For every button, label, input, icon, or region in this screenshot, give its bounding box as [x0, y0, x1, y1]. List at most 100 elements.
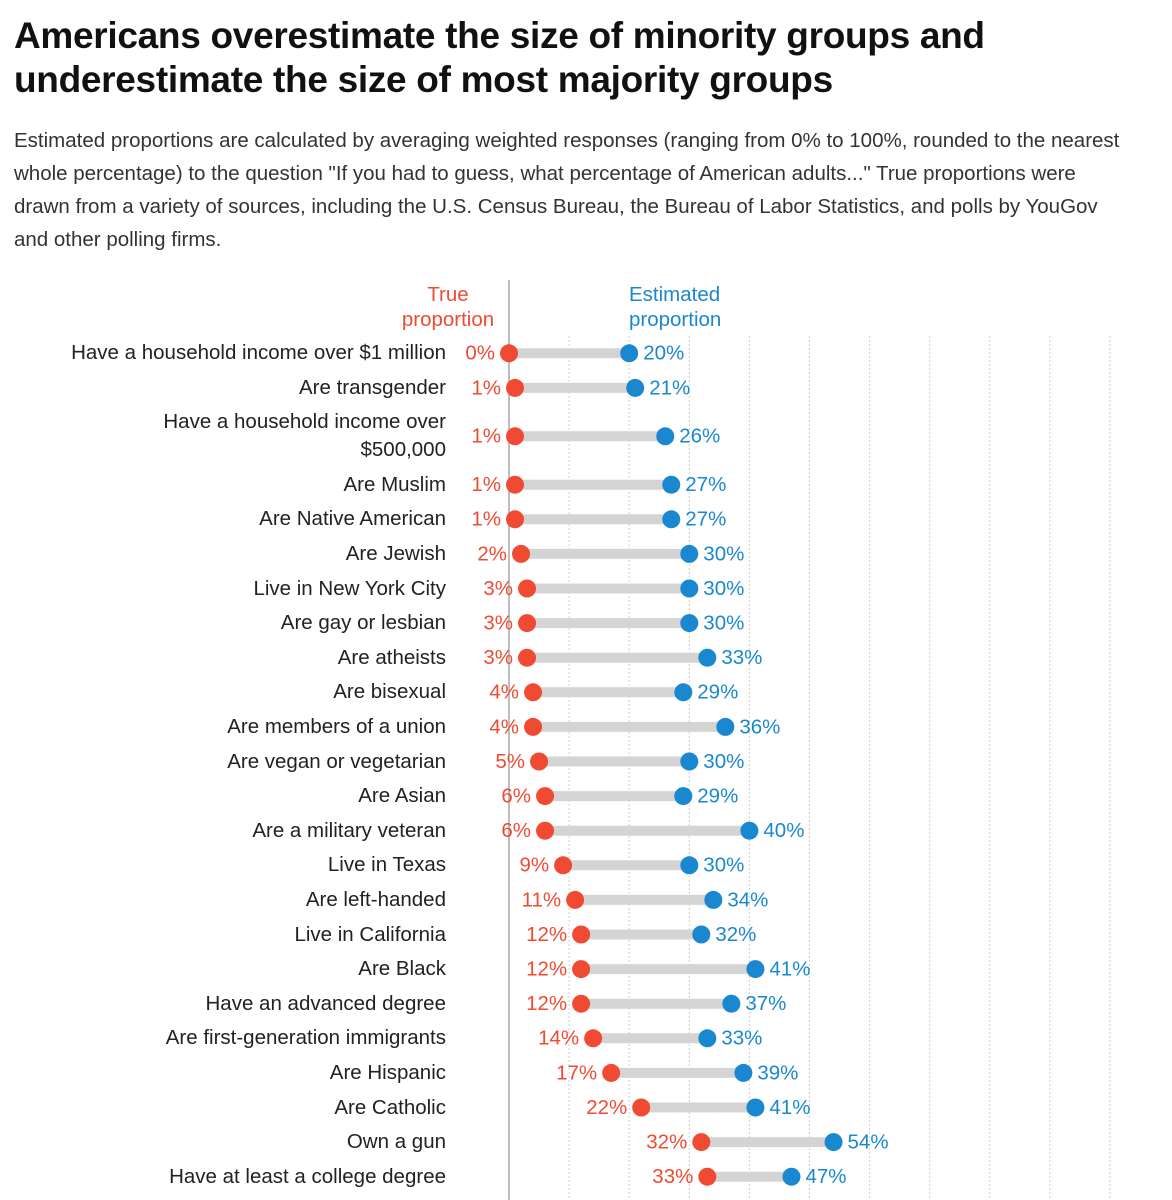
value-label: 0% — [465, 342, 495, 365]
chart-subtitle: Estimated proportions are calculated by … — [14, 129, 1120, 251]
value-label: 1% — [471, 425, 501, 448]
value-label: 30% — [703, 577, 744, 600]
value-label: 6% — [501, 819, 531, 842]
estimate-dot — [716, 717, 735, 736]
value-label: 36% — [739, 715, 780, 738]
value-label: 1% — [471, 508, 501, 531]
estimate-dot — [680, 752, 699, 771]
estimate-dot — [626, 378, 645, 397]
legend-label: Estimated proportion — [629, 283, 722, 331]
true-dot — [518, 579, 537, 598]
value-label: 26% — [679, 425, 720, 448]
category-label: Live in California — [294, 922, 446, 946]
category-label: Have a household income over $1 million — [71, 341, 446, 365]
value-label: 12% — [526, 958, 567, 981]
category-label: Are Native American — [259, 507, 446, 531]
value-label: 17% — [556, 1061, 597, 1084]
true-dot — [692, 1133, 711, 1152]
value-label: 3% — [483, 646, 513, 669]
estimate-dot — [740, 821, 759, 840]
true-dot — [572, 994, 591, 1013]
category-label: Are bisexual — [333, 680, 446, 704]
estimate-dot — [662, 475, 681, 494]
value-label: 4% — [489, 681, 519, 704]
category-label: Own a gun — [346, 1130, 446, 1154]
true-dot — [536, 821, 555, 840]
true-dot — [572, 960, 591, 979]
value-label: 37% — [745, 992, 786, 1015]
value-label: 4% — [489, 715, 519, 738]
value-label: 33% — [721, 646, 762, 669]
legend-label: True proportion — [401, 283, 495, 331]
value-label: 47% — [805, 1165, 846, 1188]
value-label: 39% — [757, 1061, 798, 1084]
true-dot — [530, 752, 549, 771]
estimate-dot — [704, 890, 723, 909]
value-label: 27% — [685, 508, 726, 531]
value-label: 6% — [501, 785, 531, 808]
value-label: 40% — [763, 819, 804, 842]
true-dot — [554, 856, 573, 875]
true-dot — [572, 925, 591, 944]
chart-title: Americans overestimate the size of minor… — [14, 15, 985, 100]
value-label: 21% — [649, 376, 690, 399]
true-dot — [698, 1167, 717, 1186]
category-label: Are Hispanic — [329, 1060, 446, 1084]
value-label: 41% — [769, 1096, 810, 1119]
estimate-dot — [722, 994, 741, 1013]
value-label: 22% — [586, 1096, 627, 1119]
estimate-dot — [824, 1133, 843, 1152]
value-label: 12% — [526, 992, 567, 1015]
true-dot — [584, 1029, 603, 1048]
category-label: Are transgender — [298, 375, 446, 399]
value-label: 30% — [703, 612, 744, 635]
true-dot — [506, 475, 525, 494]
value-label: 2% — [477, 542, 507, 565]
estimate-dot — [692, 925, 711, 944]
value-label: 34% — [727, 888, 768, 911]
value-label: 3% — [483, 577, 513, 600]
value-label: 27% — [685, 473, 726, 496]
category-label: Are left-handed — [305, 887, 446, 911]
estimate-dot — [674, 787, 693, 806]
category-label: Have an advanced degree — [205, 991, 447, 1015]
estimate-dot — [674, 683, 693, 702]
true-dot — [518, 614, 537, 633]
value-label: 30% — [703, 750, 744, 773]
true-dot — [506, 378, 525, 397]
category-label: Are Black — [358, 957, 446, 981]
category-label: Are members of a union — [227, 714, 446, 738]
estimate-dot — [662, 510, 681, 529]
value-label: 32% — [715, 923, 756, 946]
estimate-dot — [698, 648, 717, 667]
category-label: Are first-generation immigrants — [165, 1026, 446, 1050]
true-dot — [602, 1063, 621, 1082]
category-label: Are Asian — [358, 784, 446, 808]
true-dot — [500, 344, 518, 363]
estimate-dot — [782, 1167, 801, 1186]
category-label: Live in Texas — [327, 853, 446, 877]
estimate-dot — [698, 1029, 717, 1048]
true-dot — [506, 510, 525, 529]
value-label: 33% — [721, 1027, 762, 1050]
true-dot — [512, 544, 531, 563]
true-dot — [536, 787, 555, 806]
category-label: Have at least a college degree — [169, 1164, 446, 1188]
value-label: 20% — [643, 342, 684, 365]
value-label: 11% — [522, 888, 562, 911]
estimate-dot — [680, 856, 699, 875]
value-label: 30% — [703, 854, 744, 877]
value-label: 3% — [483, 612, 513, 635]
true-dot — [524, 717, 543, 736]
value-label: 9% — [519, 854, 549, 877]
estimate-dot — [734, 1063, 753, 1082]
estimate-dot — [620, 344, 639, 363]
value-label: 1% — [471, 473, 501, 496]
true-dot — [524, 683, 543, 702]
category-label: Are vegan or vegetarian — [227, 749, 446, 773]
true-dot — [632, 1098, 651, 1117]
category-label: Are gay or lesbian — [280, 611, 446, 635]
category-label: Are Jewish — [345, 541, 446, 565]
value-label: 1% — [471, 376, 501, 399]
